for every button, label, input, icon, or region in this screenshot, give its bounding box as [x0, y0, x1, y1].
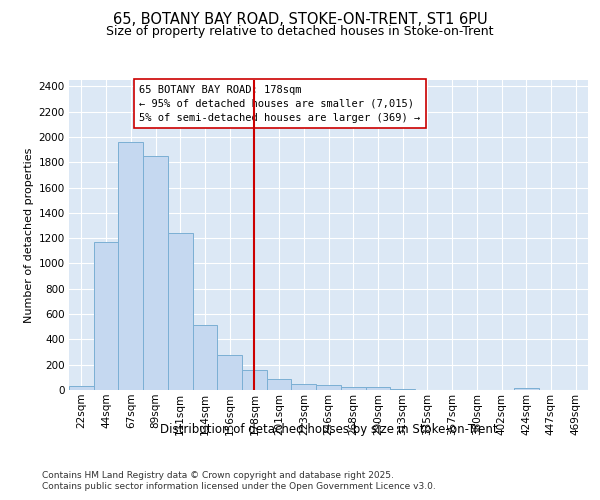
- Bar: [316, 385, 341, 390]
- Text: 65, BOTANY BAY ROAD, STOKE-ON-TRENT, ST1 6PU: 65, BOTANY BAY ROAD, STOKE-ON-TRENT, ST1…: [113, 12, 487, 28]
- Bar: [267, 378, 292, 390]
- Text: Size of property relative to detached houses in Stoke-on-Trent: Size of property relative to detached ho…: [106, 25, 494, 38]
- Y-axis label: Number of detached properties: Number of detached properties: [25, 148, 34, 322]
- Bar: [168, 233, 193, 390]
- Text: Contains public sector information licensed under the Open Government Licence v3: Contains public sector information licen…: [42, 482, 436, 491]
- Bar: [94, 242, 118, 390]
- Bar: [341, 387, 365, 390]
- Bar: [292, 384, 316, 390]
- Bar: [242, 370, 267, 390]
- Bar: [390, 388, 415, 390]
- Bar: [143, 156, 168, 390]
- Bar: [193, 325, 217, 390]
- Bar: [217, 355, 242, 390]
- Bar: [118, 142, 143, 390]
- Text: 65 BOTANY BAY ROAD: 178sqm
← 95% of detached houses are smaller (7,015)
5% of se: 65 BOTANY BAY ROAD: 178sqm ← 95% of deta…: [139, 84, 421, 122]
- Text: Contains HM Land Registry data © Crown copyright and database right 2025.: Contains HM Land Registry data © Crown c…: [42, 470, 394, 480]
- Text: Distribution of detached houses by size in Stoke-on-Trent: Distribution of detached houses by size …: [160, 422, 497, 436]
- Bar: [514, 388, 539, 390]
- Bar: [69, 386, 94, 390]
- Bar: [365, 388, 390, 390]
